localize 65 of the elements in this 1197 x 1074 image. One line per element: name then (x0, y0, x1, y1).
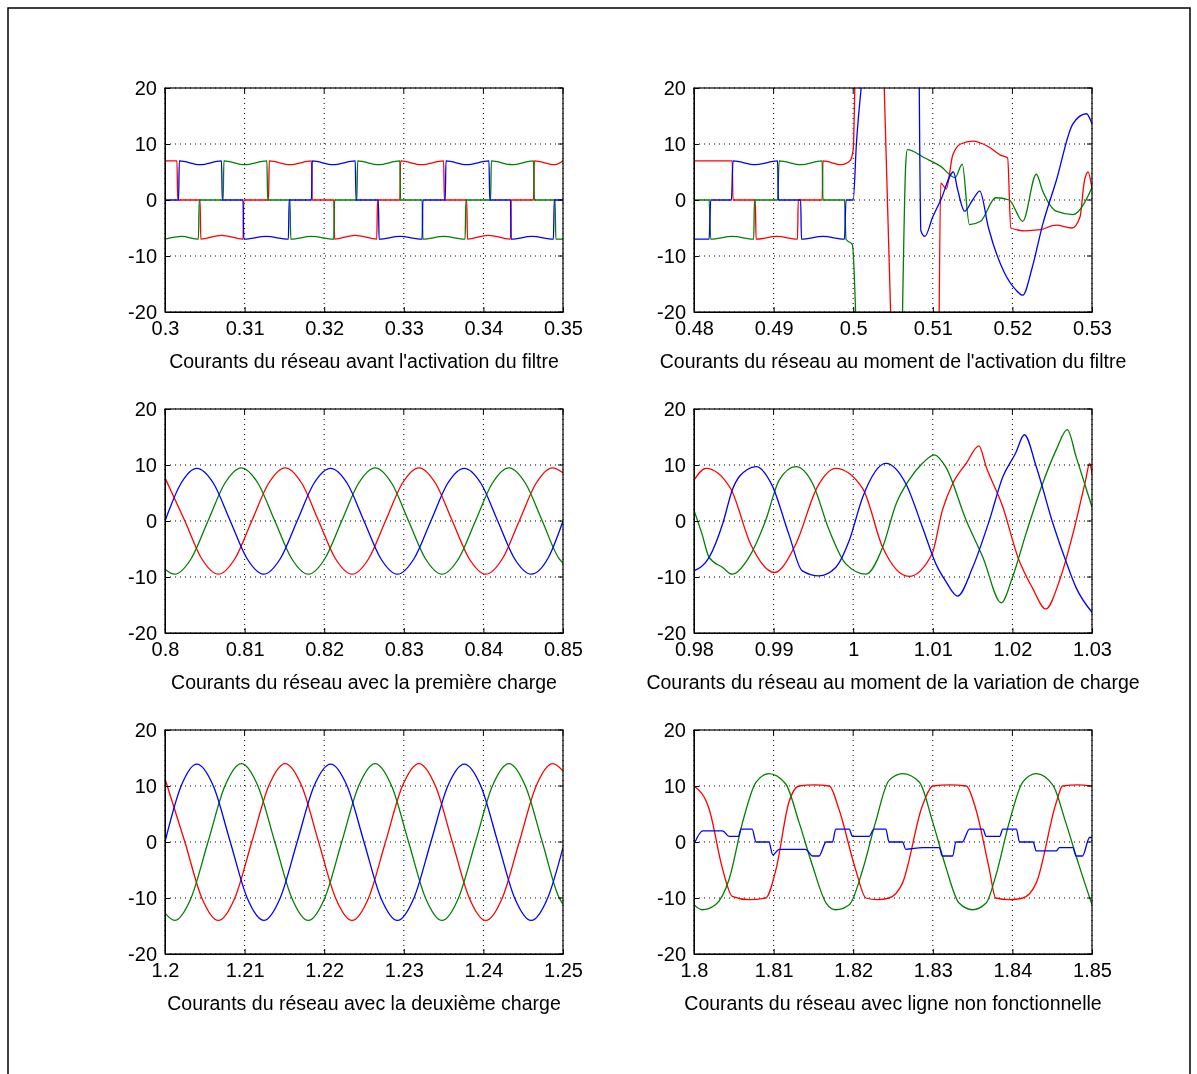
x-tick-label: 1.85 (1073, 959, 1112, 982)
x-axis-title: Courants du réseau avant l'activation du filtre (169, 350, 559, 372)
x-tick-label: 0.5 (839, 317, 868, 340)
x-tick-label: 1.21 (225, 959, 265, 982)
x-tick-label: 1.02 (993, 638, 1033, 661)
x-tick-label: 0.51 (913, 317, 953, 340)
x-axis-title: Courants du réseau au moment de l'activation du filtre (659, 350, 1127, 372)
y-tick-label: 0 (145, 830, 157, 853)
y-tick-label: 10 (663, 774, 686, 797)
x-tick-label: 0.99 (754, 638, 794, 661)
x-tick-label: 1.82 (834, 959, 874, 982)
x-tick-label: 1.83 (913, 959, 953, 982)
x-tick-label: 0.83 (384, 638, 424, 661)
x-axis-title: Courants du réseau avec la première charge (171, 671, 557, 693)
y-tick-label: -10 (657, 886, 686, 909)
y-tick-label: 20 (134, 718, 157, 741)
x-tick-label: 1.01 (913, 638, 953, 661)
y-tick-label: 0 (674, 509, 686, 532)
x-tick-label: 1.03 (1073, 638, 1112, 661)
y-tick-label: 10 (134, 774, 157, 797)
y-tick-label: 20 (663, 397, 686, 420)
x-tick-label: 0.49 (754, 317, 794, 340)
y-tick-label: 10 (134, 132, 157, 155)
x-tick-label: 0.34 (464, 317, 504, 340)
line-series (165, 762, 563, 922)
line-series (165, 160, 563, 240)
y-tick-label: -10 (128, 244, 157, 267)
x-tick-label: 0.84 (464, 638, 504, 661)
x-tick-label: 0.53 (1073, 317, 1112, 340)
y-tick-label: -10 (128, 565, 157, 588)
y-tick-label: 0 (674, 188, 686, 211)
line-series (694, 773, 1092, 911)
x-tick-label: 1 (848, 638, 860, 661)
x-tick-label: 0.81 (225, 638, 265, 661)
y-tick-label: 0 (145, 509, 157, 532)
x-tick-label: 1.84 (993, 959, 1033, 982)
y-tick-label: 20 (134, 397, 157, 420)
x-tick-label: 1.22 (305, 959, 345, 982)
x-tick-label: 1.25 (544, 959, 583, 982)
y-tick-label: 10 (663, 453, 686, 476)
x-tick-label: 1.81 (754, 959, 794, 982)
x-axis-title: Courants du réseau avec ligne non fonctionnelle (684, 992, 1102, 1014)
y-tick-label: 10 (663, 132, 686, 155)
y-tick-label: -10 (657, 244, 686, 267)
x-tick-label: 1.24 (464, 959, 504, 982)
y-tick-label: 20 (663, 76, 686, 99)
y-tick-label: -10 (657, 565, 686, 588)
y-tick-label: 20 (134, 76, 157, 99)
x-tick-label: 0.85 (544, 638, 583, 661)
x-tick-label: 0.33 (384, 317, 424, 340)
x-tick-label: 0.35 (544, 317, 583, 340)
x-tick-label: 0.32 (305, 317, 345, 340)
x-tick-label: 1.23 (384, 959, 424, 982)
y-tick-label: -10 (128, 886, 157, 909)
y-tick-label: 10 (134, 453, 157, 476)
x-tick-label: 0.82 (305, 638, 345, 661)
x-axis-title: Courants du réseau avec la deuxième charge (167, 992, 561, 1014)
y-tick-label: 20 (663, 718, 686, 741)
y-tick-label: 0 (674, 830, 686, 853)
y-tick-label: 0 (145, 188, 157, 211)
x-tick-label: 0.31 (225, 317, 265, 340)
line-series (694, 828, 1092, 857)
x-axis-title: Courants du réseau au moment de la variation de charge (646, 671, 1140, 693)
line-series (165, 467, 563, 575)
x-tick-label: 0.52 (993, 317, 1033, 340)
